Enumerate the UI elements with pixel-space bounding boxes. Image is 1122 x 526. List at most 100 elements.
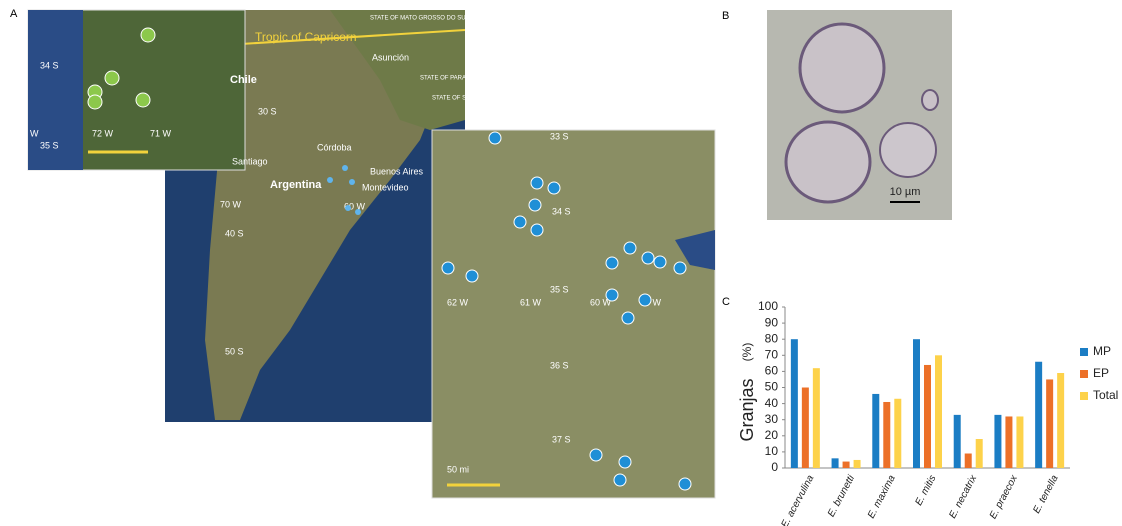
bar <box>1046 379 1053 468</box>
bar <box>832 458 839 468</box>
y-tick-label: 90 <box>765 315 779 329</box>
bar <box>1005 416 1012 468</box>
map-marker <box>514 216 526 228</box>
map-marker <box>136 93 150 107</box>
x-tick-label: E. brunetti <box>826 473 857 519</box>
bar <box>802 388 809 469</box>
map-label: 36 S <box>550 360 569 370</box>
bar <box>1035 362 1042 468</box>
bar <box>813 368 820 468</box>
map-marker <box>531 224 543 236</box>
oocyst <box>786 122 870 202</box>
x-tick-label: E. necatrix <box>947 473 979 521</box>
map-marker <box>654 256 666 268</box>
legend-label: EP <box>1093 366 1109 380</box>
map-label: Tropic of Capricorn <box>255 30 357 44</box>
oocyst <box>880 123 936 177</box>
map-marker <box>639 294 651 306</box>
map-label: Montevideo <box>362 182 409 192</box>
map-marker <box>590 449 602 461</box>
map-label: 35 S <box>40 140 59 150</box>
map-label: W <box>30 128 39 138</box>
map-label: Argentina <box>270 179 322 191</box>
map-label: STATE OF MATO GROSSO DO SUL <box>370 16 470 22</box>
map-marker <box>327 177 333 183</box>
map-marker <box>674 262 686 274</box>
map-marker <box>342 165 348 171</box>
map-marker <box>531 177 543 189</box>
map-marker <box>606 257 618 269</box>
y-tick-label: 10 <box>765 444 779 458</box>
map-label: Chile <box>230 74 257 86</box>
y-tick-label: 40 <box>765 396 779 410</box>
map-marker <box>349 179 355 185</box>
map-marker <box>624 242 636 254</box>
x-tick-label: E. maxima <box>866 473 898 520</box>
map-marker <box>614 474 626 486</box>
bar <box>965 454 972 468</box>
map-marker <box>466 270 478 282</box>
y-tick-label: 60 <box>765 364 779 378</box>
map-label: STATE OF SANTA CATARINA <box>432 96 512 102</box>
bar <box>1057 373 1064 468</box>
y-tick-label: 100 <box>758 299 778 313</box>
map-marker <box>442 262 454 274</box>
bar <box>843 462 850 468</box>
legend-label: MP <box>1093 344 1111 358</box>
bar <box>924 365 931 468</box>
map-marker <box>679 478 691 490</box>
bar <box>883 402 890 468</box>
legend-label: Total <box>1093 388 1118 402</box>
bar <box>935 355 942 468</box>
map-marker <box>642 252 654 264</box>
map-marker <box>489 132 501 144</box>
map-marker <box>529 199 541 211</box>
map-label: 34 S <box>40 60 59 70</box>
panel-label: C <box>722 296 730 308</box>
map-label: 30 S <box>258 106 277 116</box>
panel-label: B <box>722 10 729 22</box>
y-tick-label: 30 <box>765 412 779 426</box>
map-label: 50 mi <box>447 464 469 474</box>
map-label: 40 S <box>225 228 244 238</box>
map-label: Asunción <box>372 52 409 62</box>
map-marker <box>619 456 631 468</box>
y-axis-label: Granjas <box>737 378 757 441</box>
bar <box>854 460 861 468</box>
map-label: 71 W <box>150 128 172 138</box>
map-label: 50 S <box>225 346 244 356</box>
map-marker <box>88 95 102 109</box>
x-tick-label: E. acervulina <box>779 473 816 526</box>
y-tick-label: 20 <box>765 428 779 442</box>
legend-swatch <box>1080 392 1088 400</box>
map-marker <box>622 312 634 324</box>
bar <box>913 339 920 468</box>
bar <box>1016 416 1023 468</box>
bar <box>872 394 879 468</box>
map-marker <box>548 182 560 194</box>
oocyst <box>922 90 938 110</box>
y-tick-label: 70 <box>765 347 779 361</box>
bar <box>954 415 961 468</box>
map-label: Santiago <box>232 156 268 166</box>
map-label: 35 S <box>550 284 569 294</box>
legend-swatch <box>1080 348 1088 356</box>
map-label: 72 W <box>92 128 114 138</box>
map-label: STATE OF PARANÁ <box>420 75 474 82</box>
map-zoom <box>432 130 715 498</box>
bar <box>976 439 983 468</box>
panel-label: A <box>10 8 18 20</box>
x-tick-label: E. mitis <box>913 473 938 507</box>
map-label: 70 W <box>220 199 242 209</box>
oocyst <box>800 24 884 112</box>
map-label: 33 S <box>550 131 569 141</box>
x-tick-label: E. tenella <box>1031 473 1060 515</box>
map-marker <box>606 289 618 301</box>
y-tick-label: 50 <box>765 380 779 394</box>
bar <box>894 399 901 468</box>
map-label: Buenos Aires <box>370 166 424 176</box>
map-marker <box>105 71 119 85</box>
bar <box>994 415 1001 468</box>
bar <box>791 339 798 468</box>
map-marker <box>355 209 361 215</box>
